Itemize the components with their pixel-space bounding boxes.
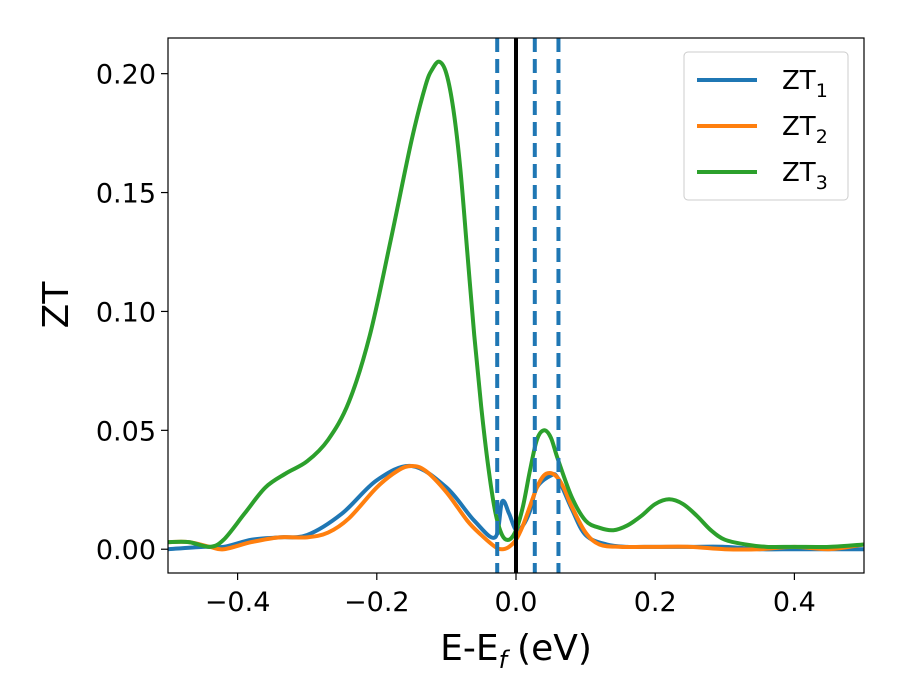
x-axis-title-subscript: f xyxy=(499,646,511,674)
legend-label-zt3: ZT3 xyxy=(782,158,828,194)
x-axis-title-unit: (eV) xyxy=(517,628,592,669)
legend-label-zt2: ZT2 xyxy=(782,112,828,148)
series-line-zt2 xyxy=(168,464,864,552)
legend-label-zt2-sub: 2 xyxy=(816,126,828,148)
y-tick-label: 0.20 xyxy=(96,60,156,91)
y-tick-label: 0.15 xyxy=(96,179,156,210)
reference-lines xyxy=(495,38,561,573)
legend-label-zt2-main: ZT xyxy=(782,112,816,142)
legend: ZT1 ZT2 ZT3 xyxy=(683,51,849,201)
y-axis-ticks: 0.00 0.05 0.10 0.15 0.20 xyxy=(96,60,168,566)
legend-label-zt1-main: ZT xyxy=(782,66,816,96)
x-axis-ticks: −0.4 −0.2 0.0 0.2 0.4 xyxy=(205,573,816,618)
legend-box xyxy=(683,51,849,201)
legend-label-zt3-main: ZT xyxy=(782,158,816,188)
series-layer xyxy=(168,59,864,552)
y-tick-label: 0.05 xyxy=(96,416,156,447)
x-axis-title: E-Ef (eV) xyxy=(440,628,592,674)
legend-label-zt1-sub: 1 xyxy=(816,80,828,102)
x-tick-label: 0.0 xyxy=(495,587,538,618)
x-tick-label: 0.4 xyxy=(773,587,816,618)
series-line-zt3 xyxy=(168,59,864,550)
legend-label-zt1: ZT1 xyxy=(782,66,828,102)
y-axis-title: ZT xyxy=(36,281,77,329)
x-tick-label: 0.2 xyxy=(634,587,677,618)
x-axis-title-main: E-E xyxy=(440,628,498,669)
legend-label-zt3-sub: 3 xyxy=(816,172,828,194)
x-tick-label: −0.4 xyxy=(205,587,271,618)
y-tick-label: 0.10 xyxy=(96,297,156,328)
x-tick-label: −0.2 xyxy=(344,587,410,618)
y-tick-label: 0.00 xyxy=(96,535,156,566)
